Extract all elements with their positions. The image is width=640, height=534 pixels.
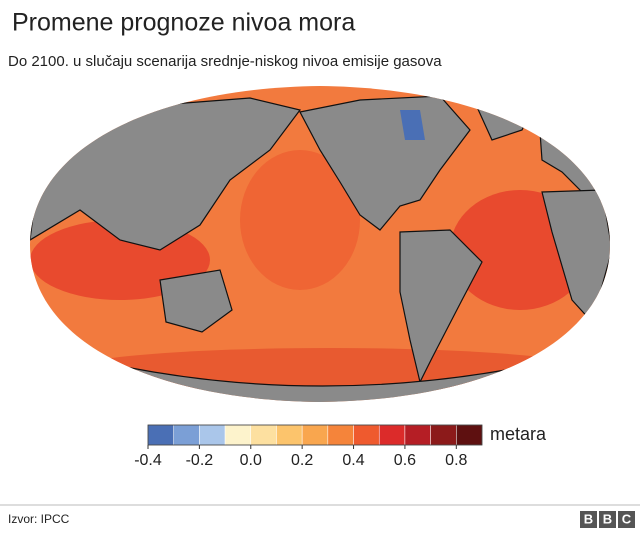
legend-swatch	[430, 424, 457, 446]
logo-box	[599, 511, 616, 528]
source: Izvor: IPCC	[8, 512, 70, 526]
world-map	[30, 86, 610, 402]
legend-tick-label: -0.4	[134, 452, 162, 469]
legend-tick-label: 0.4	[342, 452, 364, 469]
legend-swatch	[199, 424, 226, 446]
subtitle: Do 2100. u slučaju scenarija srednje-nis…	[8, 53, 442, 70]
legend-tick-label: 0.2	[291, 452, 313, 469]
legend-swatch	[456, 424, 483, 446]
logo-letter: B	[603, 511, 612, 526]
legend-tick-label: 0.0	[240, 452, 262, 469]
logo-letter: B	[584, 511, 593, 526]
legend-swatch	[378, 424, 406, 446]
legend-swatch	[353, 424, 380, 446]
legend-swatch	[224, 424, 252, 446]
title: Promene prognoze nivoa mora	[12, 9, 355, 37]
legend-swatch	[173, 424, 200, 446]
logo-box	[580, 511, 597, 528]
legend-swatch	[327, 424, 354, 446]
logo-box	[618, 511, 635, 528]
legend-swatch	[301, 424, 329, 446]
legend-frame	[147, 424, 483, 446]
legend-swatch	[147, 424, 174, 446]
legend-tick-label: 0.8	[445, 452, 467, 469]
logo-letter: C	[622, 511, 632, 526]
legend-swatch	[250, 424, 277, 446]
legend-unit: metara	[490, 424, 547, 444]
legend-swatch	[276, 424, 303, 446]
legend: -0.4 -0.2 0.0 0.2 0.4 0.6 0.8	[134, 424, 483, 469]
legend-swatch	[404, 424, 431, 446]
legend-tick-label: -0.2	[186, 452, 214, 469]
legend-tick-label: 0.6	[394, 452, 416, 469]
